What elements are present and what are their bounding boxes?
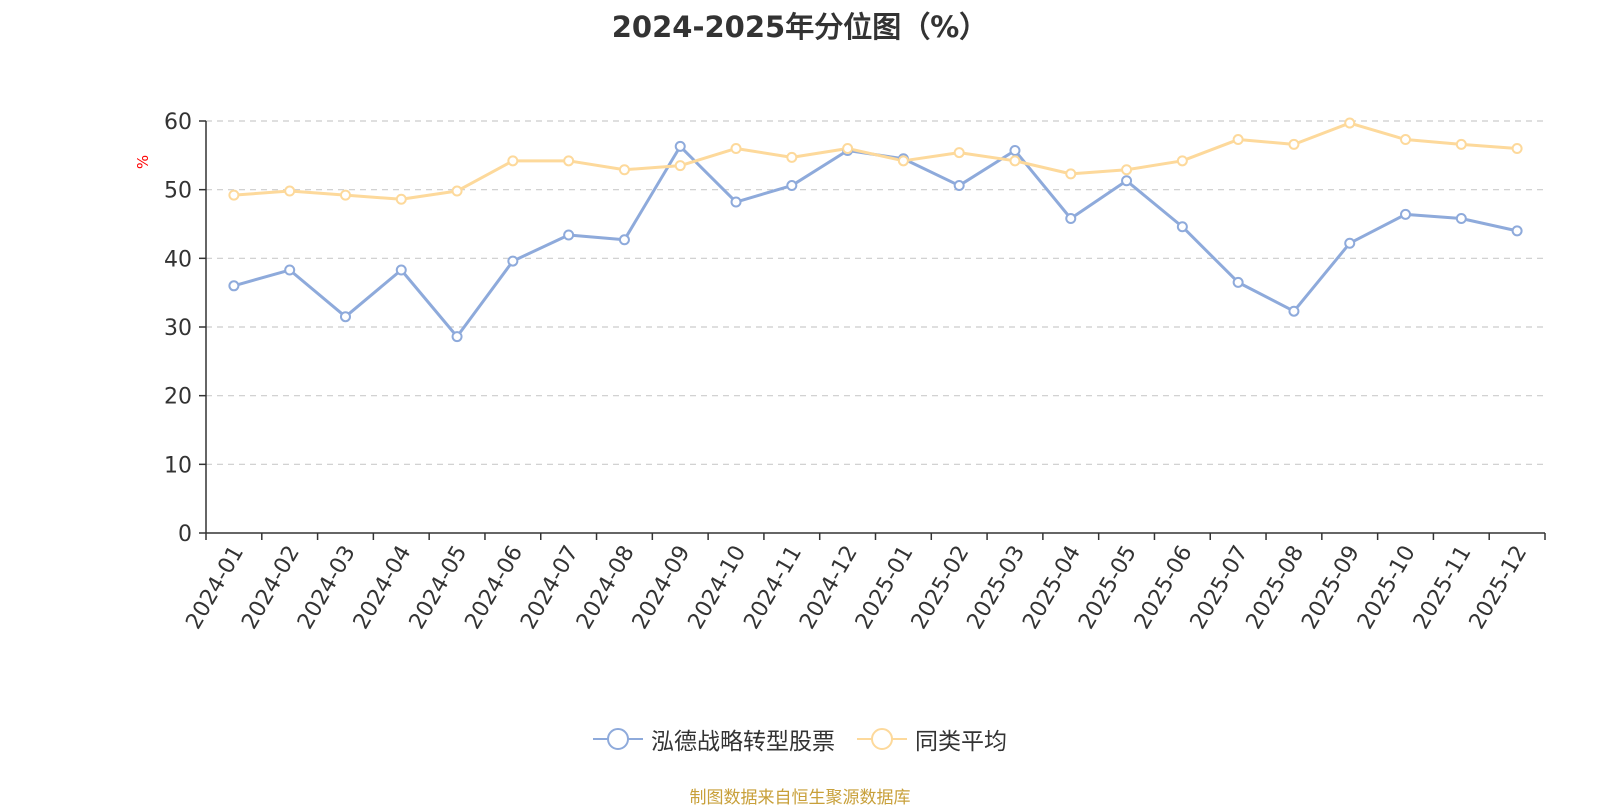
data-point-series-1[interactable] <box>1511 142 1523 154</box>
data-point-series-0[interactable] <box>507 255 519 267</box>
data-point-series-1[interactable] <box>1121 164 1133 176</box>
data-point-series-0[interactable] <box>1232 276 1244 288</box>
data-point-series-1[interactable] <box>1009 155 1021 167</box>
data-point-series-0[interactable] <box>1288 305 1300 317</box>
data-point-series-1[interactable] <box>563 155 575 167</box>
legend-item-series-0[interactable]: 泓德战略转型股票 <box>593 722 835 756</box>
data-point-series-1[interactable] <box>786 151 798 163</box>
data-point-series-0[interactable] <box>1400 208 1412 220</box>
data-point-series-0[interactable] <box>284 264 296 276</box>
legend-label-series-0: 泓德战略转型股票 <box>651 729 835 755</box>
data-point-series-0[interactable] <box>674 140 686 152</box>
data-point-series-0[interactable] <box>1176 221 1188 233</box>
chart-title: 2024-2025年分位图（%） <box>611 10 989 44</box>
data-point-series-0[interactable] <box>953 180 965 192</box>
data-point-series-1[interactable] <box>1065 168 1077 180</box>
data-point-series-0[interactable] <box>730 196 742 208</box>
y-tick-label: 0 <box>178 522 192 547</box>
data-point-series-0[interactable] <box>618 234 630 246</box>
data-point-series-1[interactable] <box>339 189 351 201</box>
data-point-series-0[interactable] <box>1344 237 1356 249</box>
data-point-series-1[interactable] <box>1232 134 1244 146</box>
data-point-series-1[interactable] <box>618 164 630 176</box>
data-point-series-1[interactable] <box>1288 138 1300 150</box>
data-point-series-1[interactable] <box>1400 134 1412 146</box>
legend-marker-series-1 <box>857 728 907 750</box>
data-point-series-1[interactable] <box>395 193 407 205</box>
data-point-series-0[interactable] <box>1009 145 1021 157</box>
y-tick-label: 20 <box>164 385 192 410</box>
data-point-series-0[interactable] <box>563 229 575 241</box>
y-tick-label: 40 <box>164 247 192 272</box>
y-tick-label: 60 <box>164 110 192 135</box>
data-point-series-0[interactable] <box>228 280 240 292</box>
legend-item-series-1[interactable]: 同类平均 <box>857 722 1007 756</box>
y-axis-label: % <box>134 155 152 169</box>
y-tick-label: 10 <box>164 453 192 478</box>
data-point-series-1[interactable] <box>228 189 240 201</box>
series-line-0 <box>233 144 1518 339</box>
data-point-series-1[interactable] <box>1455 138 1467 150</box>
data-point-series-0[interactable] <box>451 331 463 343</box>
data-point-series-0[interactable] <box>1511 225 1523 237</box>
legend-label-series-1: 同类平均 <box>915 729 1007 755</box>
source-note: 制图数据来自恒生聚源数据库 <box>689 788 911 808</box>
data-point-series-0[interactable] <box>1065 213 1077 225</box>
data-point-series-0[interactable] <box>395 264 407 276</box>
data-point-series-1[interactable] <box>1344 117 1356 129</box>
data-point-series-1[interactable] <box>842 142 854 154</box>
data-point-series-1[interactable] <box>953 147 965 159</box>
data-point-series-1[interactable] <box>451 185 463 197</box>
data-point-series-1[interactable] <box>730 142 742 154</box>
data-point-series-1[interactable] <box>284 185 296 197</box>
y-tick-label: 50 <box>164 179 192 204</box>
series-line-1 <box>233 121 1518 201</box>
legend-marker-series-0 <box>593 728 643 750</box>
y-tick-label: 30 <box>164 316 192 341</box>
data-point-series-1[interactable] <box>674 160 686 172</box>
data-point-series-1[interactable] <box>1176 155 1188 167</box>
data-point-series-0[interactable] <box>1455 213 1467 225</box>
data-point-series-1[interactable] <box>507 155 519 167</box>
data-point-series-1[interactable] <box>897 155 909 167</box>
data-point-series-0[interactable] <box>786 180 798 192</box>
data-point-series-0[interactable] <box>339 311 351 323</box>
legend: 泓德战略转型股票 同类平均 <box>0 722 1600 756</box>
data-point-series-0[interactable] <box>1121 175 1133 187</box>
